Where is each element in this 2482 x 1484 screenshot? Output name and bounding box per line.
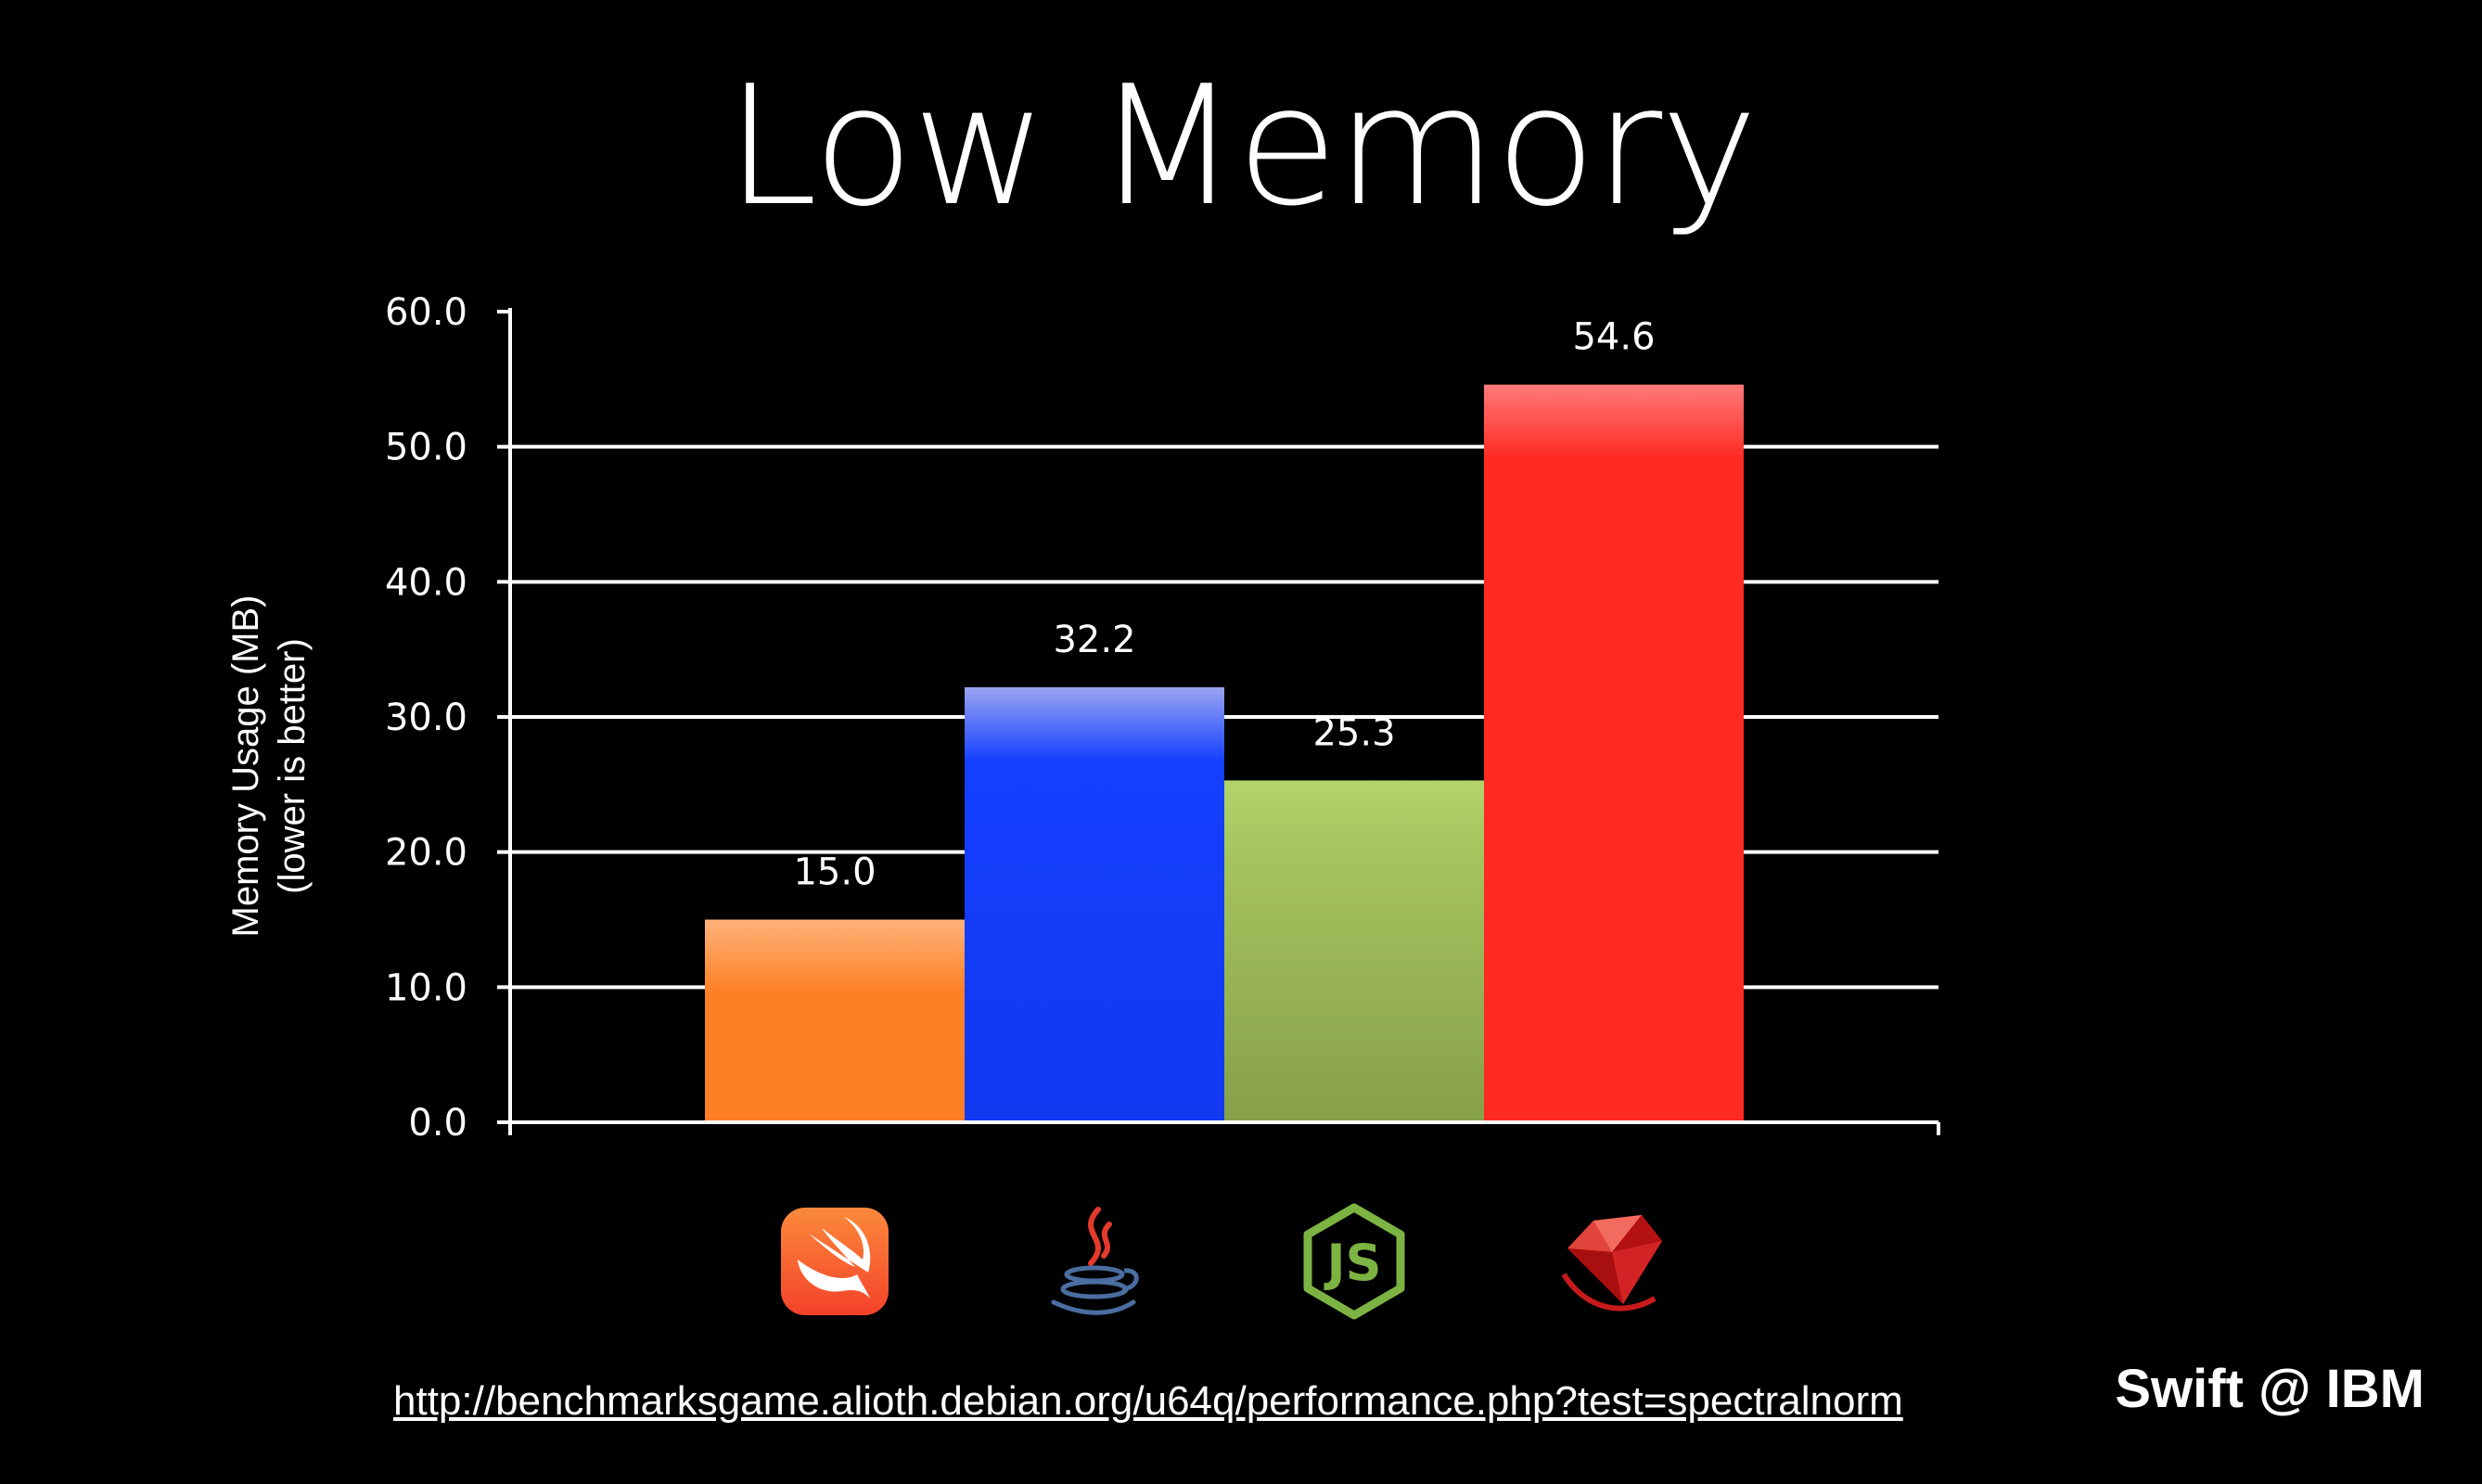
value-label: 54.6 bbox=[1572, 316, 1655, 359]
y-tick-label: 0.0 bbox=[408, 1102, 467, 1145]
y-tick-label: 60.0 bbox=[385, 291, 467, 334]
value-label: 25.3 bbox=[1312, 711, 1395, 754]
ruby-icon bbox=[1561, 1215, 1662, 1311]
value-label: 32.2 bbox=[1053, 619, 1135, 661]
category-icons: JS bbox=[781, 1203, 1662, 1320]
bar-ruby bbox=[1484, 384, 1744, 1122]
y-tick-label: 10.0 bbox=[385, 966, 467, 1009]
nodejs-icon: JS bbox=[1303, 1203, 1405, 1320]
bar-swift bbox=[705, 919, 965, 1122]
bar-java bbox=[965, 686, 1224, 1122]
y-tick-label: 20.0 bbox=[385, 832, 467, 875]
slide-title: Low Memory bbox=[725, 50, 1758, 242]
swift-icon bbox=[781, 1208, 889, 1315]
bar-nodejs bbox=[1224, 780, 1484, 1122]
y-tick-labels: 0.0 10.0 20.0 30.0 40.0 50.0 60.0 bbox=[385, 291, 467, 1145]
y-tick-label: 30.0 bbox=[385, 697, 467, 739]
y-tick-label: 40.0 bbox=[385, 561, 467, 604]
y-axis-title: Memory Usage (MB) (lower is better) bbox=[225, 595, 313, 938]
bars bbox=[705, 384, 1744, 1122]
axes bbox=[497, 308, 1940, 1135]
brand-label: Swift @ IBM bbox=[2115, 1359, 2424, 1419]
y-axis-label: Memory Usage (MB) (lower is better) bbox=[225, 595, 313, 938]
java-icon bbox=[1051, 1207, 1139, 1315]
source-link[interactable]: http://benchmarksgame.alioth.debian.org/… bbox=[393, 1378, 1903, 1424]
value-label: 15.0 bbox=[793, 851, 876, 894]
y-tick-label: 50.0 bbox=[385, 427, 467, 469]
value-labels: 15.0 32.2 25.3 54.6 bbox=[793, 316, 1655, 894]
svg-text:JS: JS bbox=[1324, 1234, 1382, 1292]
